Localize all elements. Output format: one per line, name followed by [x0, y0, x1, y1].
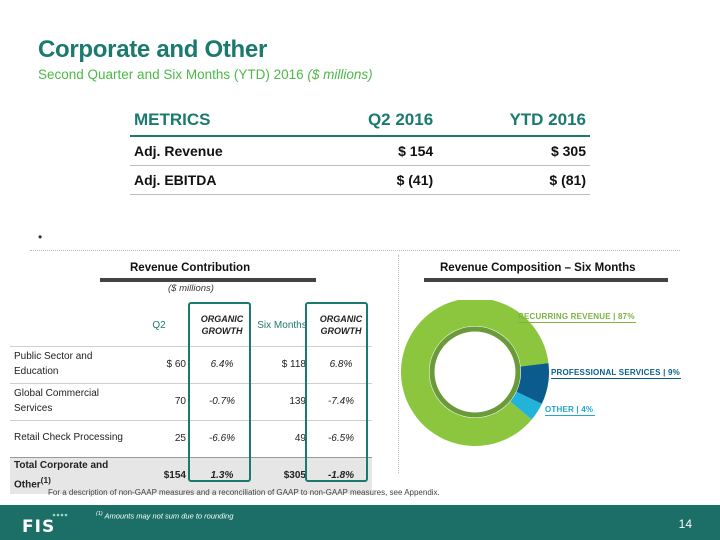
total-row: Total Corporate and Other(1) $154 1.3% $…: [10, 456, 372, 494]
metric-label: Adj. Revenue: [130, 136, 305, 166]
blank-header: [10, 306, 128, 346]
revenue-composition-chart: [401, 300, 549, 446]
six-months-organic-growth: -7.4%: [310, 382, 372, 420]
metrics-header-row: METRICS Q2 2016 YTD 2016: [130, 104, 590, 137]
q2-value: 70: [128, 382, 190, 420]
table-row: Global Commercial Services 70 -0.7% 139 …: [10, 382, 372, 420]
segment-name: Public Sector and Education: [10, 345, 128, 383]
rounding-footnote: (1) Amounts may not sum due to rounding: [96, 511, 234, 521]
organic-growth-highlight-six: [305, 302, 368, 482]
column-divider: [398, 255, 399, 473]
label-underline-professional: [551, 378, 681, 379]
label-underline-other: [545, 415, 595, 416]
q2-value: 25: [128, 419, 190, 457]
section-divider: [30, 250, 680, 251]
table-row: Adj. EBITDA $ (41) $ (81): [130, 165, 590, 195]
page-title: Corporate and Other: [38, 36, 267, 63]
table-row: Retail Check Processing 25 -6.6% 49 -6.5…: [10, 419, 372, 457]
label-other: OTHER | 4%: [545, 405, 594, 414]
revenue-composition-underline: [424, 278, 668, 282]
organic-growth-highlight-q2: [188, 302, 251, 482]
metric-ytd-value: $ (81): [437, 165, 590, 195]
donut-inner-ring: [429, 326, 521, 418]
label-recurring-revenue: RECURRING REVENUE | 87%: [518, 312, 635, 321]
organic-growth-header: ORGANIC GROWTH: [319, 314, 363, 336]
bullet-point: •: [38, 230, 43, 244]
q2-organic-growth: -0.7%: [190, 382, 254, 420]
footer-bar: [0, 505, 720, 540]
segment-name: Global Commercial Services: [10, 382, 128, 420]
six-months-organic-growth: 6.8%: [310, 345, 372, 383]
metrics-header-q2: Q2 2016: [304, 104, 438, 137]
gaap-footnote: For a description of non-GAAP measures a…: [48, 488, 440, 497]
revenue-contribution-table: Q2 ORGANIC GROWTH Six Months ORGANIC GRO…: [10, 306, 372, 494]
metrics-table: METRICS Q2 2016 YTD 2016 Adj. Revenue $ …: [130, 104, 590, 195]
metric-q2-value: $ (41): [304, 165, 438, 195]
six-months-value: 139: [254, 382, 310, 420]
metric-q2-value: $ 154: [304, 136, 438, 166]
donut-slice-professional-services: [516, 363, 549, 404]
metric-label: Adj. EBITDA: [130, 165, 305, 195]
page-number: 14: [678, 517, 692, 531]
q2-organic-growth: 6.4%: [190, 345, 254, 383]
revenue-contribution-underline: [100, 278, 316, 282]
q2-value: $ 60: [128, 345, 190, 383]
six-months-header: Six Months: [257, 320, 307, 332]
q2-header: Q2: [152, 320, 166, 332]
total-six-months-value: $305: [254, 456, 310, 494]
page-subtitle: Second Quarter and Six Months (YTD) 2016…: [38, 67, 373, 82]
units-label: ($ millions): [168, 283, 214, 294]
label-professional-services: PROFESSIONAL SERVICES | 9%: [551, 368, 680, 377]
donut-slice-recurring-revenue: [401, 300, 549, 446]
donut-slice-other: [510, 391, 542, 420]
metrics-header-ytd: YTD 2016: [437, 104, 590, 137]
total-six-months-organic-growth: -1.8%: [310, 456, 372, 494]
six-months-organic-growth: -6.5%: [310, 419, 372, 457]
fis-logo-icon: FIS: [22, 513, 68, 534]
total-q2-value: $154: [128, 456, 190, 494]
total-label: Total Corporate and Other(1): [10, 456, 128, 494]
segment-name: Retail Check Processing: [10, 419, 128, 457]
total-q2-organic-growth: 1.3%: [190, 456, 254, 494]
q2-organic-growth: -6.6%: [190, 419, 254, 457]
organic-growth-header: ORGANIC GROWTH: [200, 314, 244, 336]
table-row: Adj. Revenue $ 154 $ 305: [130, 136, 590, 166]
svg-text:FIS: FIS: [22, 517, 55, 534]
metrics-header: METRICS: [130, 104, 305, 137]
revenue-composition-title: Revenue Composition – Six Months: [440, 262, 636, 274]
table-row: Public Sector and Education $ 60 6.4% $ …: [10, 345, 372, 383]
table-header-row: Q2 ORGANIC GROWTH Six Months ORGANIC GRO…: [10, 306, 372, 346]
six-months-value: 49: [254, 419, 310, 457]
metric-ytd-value: $ 305: [437, 136, 590, 166]
six-months-value: $ 118: [254, 345, 310, 383]
revenue-contribution-title: Revenue Contribution: [130, 262, 251, 274]
label-underline-recurring: [518, 322, 636, 323]
